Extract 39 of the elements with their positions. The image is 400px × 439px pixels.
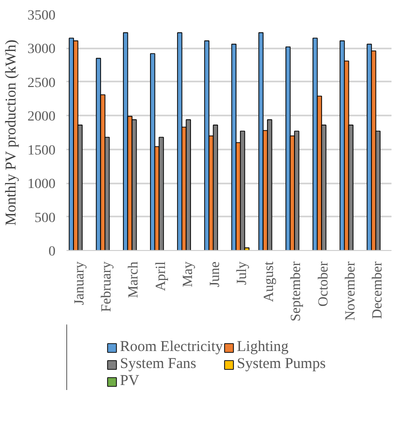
- bar: [122, 32, 128, 250]
- x-tick-label: August: [262, 261, 278, 302]
- y-tick-label: 2000: [28, 110, 56, 125]
- legend-label: Lighting: [236, 339, 289, 356]
- x-tick-label: January: [72, 261, 88, 306]
- y-tick-label: 1500: [28, 143, 56, 158]
- y-tick-label: 2500: [28, 76, 56, 91]
- legend-label: Room Electricity: [120, 339, 223, 356]
- y-axis-title: Monthly PV production (kWh): [4, 40, 20, 226]
- y-tick-label: 0: [48, 244, 56, 260]
- legend-label: System Pumps: [236, 356, 326, 373]
- bar: [240, 130, 246, 250]
- x-tick-label: April: [154, 261, 169, 292]
- y-tick-label: 1000: [28, 177, 56, 192]
- y-tick-label: 500: [34, 210, 56, 226]
- x-tick-label: May: [180, 261, 196, 288]
- bar: [186, 119, 191, 250]
- legend-label: PV: [120, 373, 140, 390]
- x-tick-label: July: [235, 261, 250, 285]
- y-tick-label: 3500: [28, 8, 56, 24]
- x-tick-label: December: [370, 261, 386, 320]
- x-tick-label: June: [208, 261, 223, 288]
- legend-label: System Fans: [120, 356, 196, 373]
- bar: [158, 136, 164, 250]
- x-tick-label: October: [316, 261, 332, 307]
- bar: [204, 40, 210, 250]
- bar: [312, 38, 318, 250]
- bar: [212, 124, 218, 250]
- x-tick-label: November: [343, 261, 358, 321]
- x-tick-label: February: [100, 261, 115, 312]
- y-tick-label: 3000: [28, 42, 56, 58]
- x-tick-label: March: [126, 261, 142, 298]
- x-tick-label: September: [289, 261, 304, 322]
- bar: [285, 46, 291, 250]
- bar: [73, 40, 78, 250]
- bar: [294, 130, 300, 250]
- bar: [150, 53, 156, 250]
- bar: [177, 32, 182, 250]
- bar: [132, 119, 137, 250]
